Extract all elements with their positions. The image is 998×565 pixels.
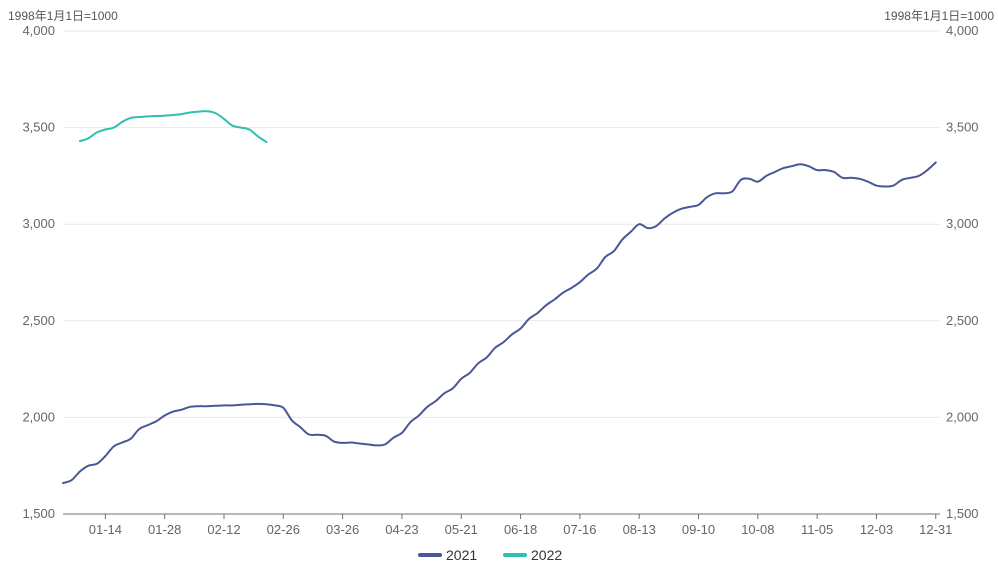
x-axis: 01-14 01-28 02-12 02-26 03-26 04-23 05-21 06-18… [89,514,952,537]
x-tick-label: 05-21 [445,522,478,537]
series-lines [62,110,937,485]
x-tick-label: 09-10 [682,522,715,537]
x-tick-label: 02-26 [267,522,300,537]
x-tick-label: 01-14 [89,522,122,537]
series-line-2021 [62,161,937,485]
y-tick-label-right: 1,500 [946,506,979,521]
y-axis-unit-label-left: 1998年1月1日=1000 [8,9,118,23]
y-axis-left: 1,500 2,000 2,500 3,000 3,500 4,000 [22,23,55,521]
legend-label: 2022 [531,547,562,563]
x-tick-label: 02-12 [207,522,240,537]
x-tick-label: 06-18 [504,522,537,537]
y-tick-label-right: 2,500 [946,313,979,328]
legend-label: 2021 [446,547,477,563]
y-axis-right: 1,500 2,000 2,500 3,000 3,500 4,000 [946,23,979,521]
y-tick-label-left: 2,000 [22,409,55,424]
x-tick-label: 10-08 [741,522,774,537]
x-tick-label: 12-03 [860,522,893,537]
y-tick-label-left: 3,500 [22,120,55,135]
y-tick-label-left: 1,500 [22,506,55,521]
y-tick-label-left: 3,000 [22,216,55,231]
x-tick-label: 01-28 [148,522,181,537]
legend-item-2022[interactable]: 2022 [503,547,562,563]
x-tick-label: 11-05 [801,522,833,537]
y-axis-unit-label-right: 1998年1月1日=1000 [884,9,994,23]
y-tick-label-right: 2,000 [946,409,979,424]
x-tick-label: 04-23 [385,522,418,537]
x-tick-label: 08-13 [623,522,656,537]
x-tick-label: 03-26 [326,522,359,537]
series-line-2022 [78,110,268,144]
grid-lines [63,30,940,418]
x-tick-label: 07-16 [563,522,596,537]
y-tick-label-left: 2,500 [22,313,55,328]
legend[interactable]: 2021 2022 [418,547,562,563]
y-tick-label-right: 4,000 [946,23,979,38]
legend-item-2021[interactable]: 2021 [418,547,477,563]
y-tick-label-right: 3,000 [946,216,979,231]
y-tick-label-right: 3,500 [946,120,979,135]
y-tick-label-left: 4,000 [22,23,55,38]
x-tick-label: 12-31 [919,522,952,537]
